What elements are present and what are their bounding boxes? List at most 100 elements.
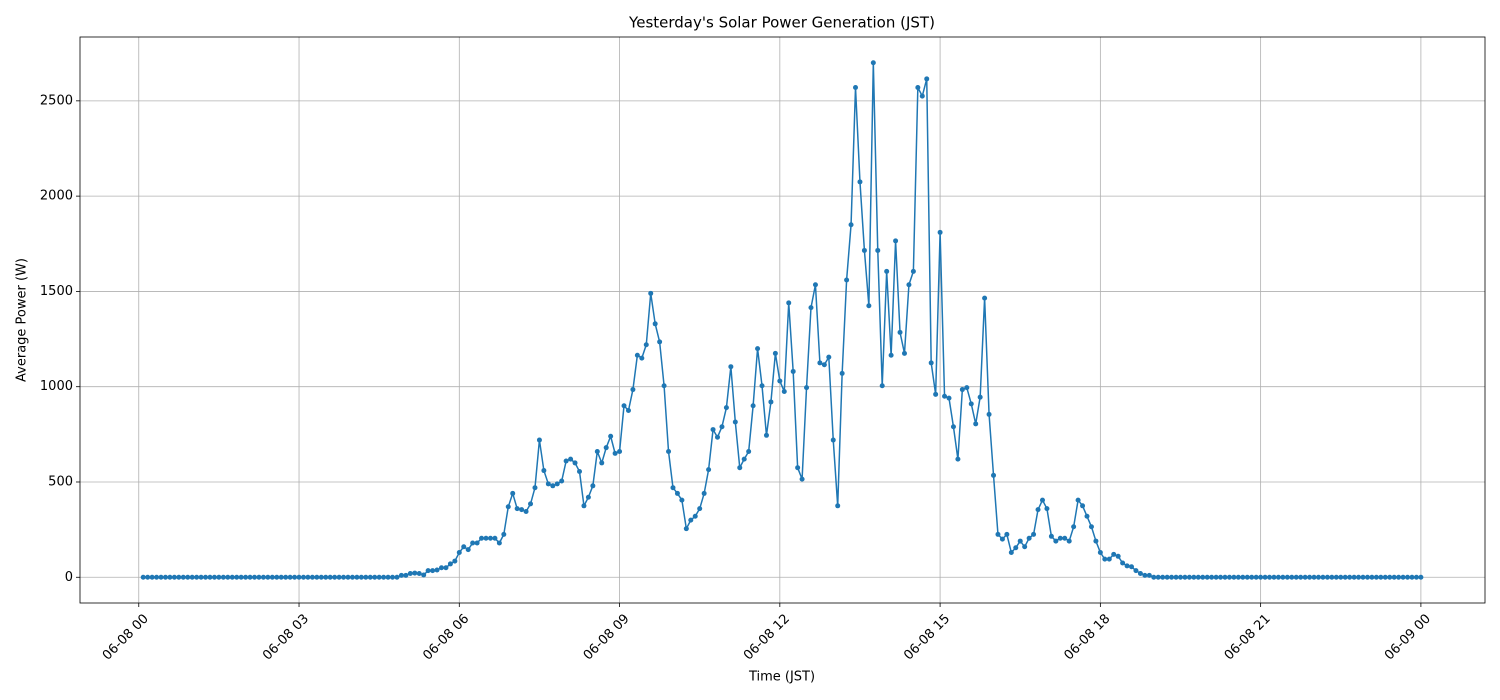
data-point [950, 424, 956, 430]
data-point [1302, 574, 1308, 580]
data-point [1173, 574, 1179, 580]
data-point [1289, 574, 1295, 580]
data-point [252, 574, 258, 580]
data-point [1298, 574, 1304, 580]
data-point [790, 368, 796, 374]
data-point [977, 394, 983, 400]
data-point [732, 419, 738, 425]
data-point [768, 399, 774, 405]
data-point [772, 350, 778, 356]
data-point [795, 465, 801, 471]
data-point [1409, 574, 1415, 580]
data-point [536, 437, 542, 443]
data-point [973, 421, 979, 427]
data-point [1293, 574, 1299, 580]
data-point [1209, 574, 1215, 580]
data-point [830, 437, 836, 443]
data-point [487, 535, 493, 541]
data-point [657, 339, 663, 345]
data-point [403, 572, 409, 578]
data-point [381, 574, 387, 580]
data-point [1044, 506, 1050, 512]
data-point [412, 570, 418, 576]
data-point [203, 574, 209, 580]
data-point [185, 574, 191, 580]
data-point [309, 574, 315, 580]
data-point [1026, 535, 1032, 541]
data-point [643, 342, 649, 348]
data-point [639, 355, 645, 361]
data-point [1084, 513, 1090, 519]
data-point [1013, 545, 1019, 551]
data-point [180, 574, 186, 580]
data-point [719, 424, 725, 430]
data-point [625, 408, 631, 414]
data-point [211, 574, 217, 580]
data-point [692, 513, 698, 519]
data-point [1177, 574, 1183, 580]
data-point [394, 574, 400, 580]
data-point [1284, 574, 1290, 580]
y-tick-label: 2000 [40, 189, 73, 204]
data-point [247, 574, 253, 580]
data-point [1120, 560, 1126, 566]
data-point [256, 574, 262, 580]
data-point [1182, 574, 1188, 580]
data-point [545, 481, 551, 487]
data-point [229, 574, 235, 580]
data-point [269, 574, 275, 580]
data-point [1195, 574, 1201, 580]
data-point [1267, 574, 1273, 580]
data-point [1258, 574, 1264, 580]
data-point [986, 411, 992, 417]
data-point [1204, 574, 1210, 580]
data-point [1035, 507, 1041, 513]
data-point [915, 85, 921, 91]
data-point [1088, 524, 1094, 530]
data-point [323, 574, 329, 580]
data-point [479, 535, 485, 541]
data-point [438, 565, 444, 571]
data-point [1008, 549, 1014, 555]
data-point [982, 295, 988, 301]
data-point [1311, 574, 1317, 580]
y-tick-label: 500 [48, 474, 73, 489]
data-point [723, 405, 729, 411]
data-point [234, 574, 240, 580]
data-point [737, 465, 743, 471]
data-point [1102, 556, 1108, 562]
data-point [839, 370, 845, 376]
data-point [1222, 574, 1228, 580]
data-point [447, 561, 453, 567]
chart-title: Yesterday's Solar Power Generation (JST) [628, 14, 935, 32]
data-point [581, 503, 587, 509]
data-point [519, 507, 525, 513]
data-point [523, 509, 529, 515]
data-point [243, 574, 249, 580]
data-point [398, 572, 404, 578]
data-point [1235, 574, 1241, 580]
data-point [1342, 574, 1348, 580]
data-point [897, 329, 903, 335]
data-point [1097, 549, 1103, 555]
data-point [492, 535, 498, 541]
data-point [336, 574, 342, 580]
data-point [430, 568, 436, 574]
data-point [621, 403, 627, 409]
data-point [1364, 574, 1370, 580]
data-point [1373, 574, 1379, 580]
data-point [1324, 574, 1330, 580]
data-point [688, 517, 694, 523]
data-point [1075, 497, 1081, 503]
data-point [715, 434, 721, 440]
data-point [501, 531, 507, 537]
data-point [1382, 574, 1388, 580]
data-point [496, 540, 502, 546]
data-point [372, 574, 378, 580]
data-point [1080, 503, 1086, 509]
data-point [763, 432, 769, 438]
data-point [728, 364, 734, 370]
data-point [1418, 574, 1424, 580]
x-axis-label: Time (JST) [748, 670, 815, 685]
data-point [968, 401, 974, 407]
